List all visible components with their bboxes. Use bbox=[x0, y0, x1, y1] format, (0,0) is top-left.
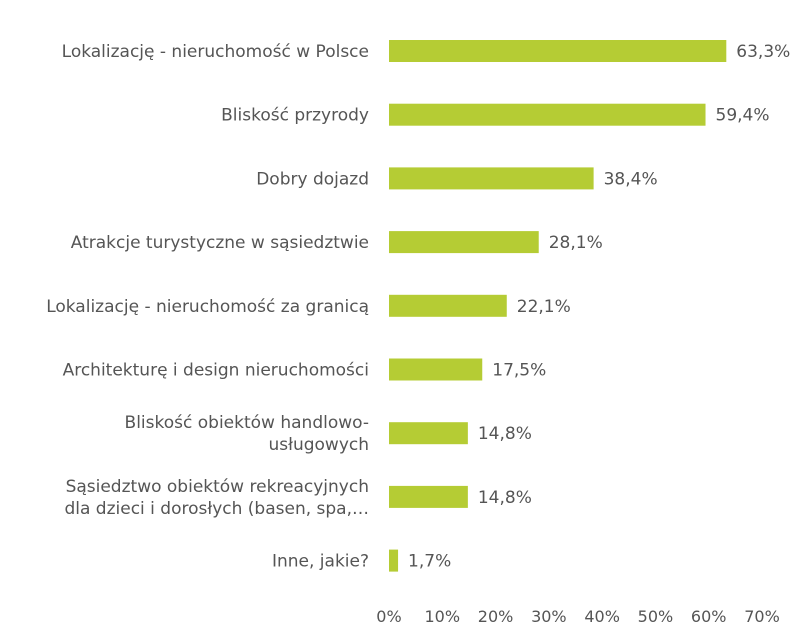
value-label: 28,1% bbox=[549, 233, 603, 253]
value-label: 1,7% bbox=[408, 552, 451, 572]
x-axis-tick-labels-group: 0% 10% 20% 30% 40% 50% 60% 70% bbox=[376, 607, 779, 626]
x-tick-label: 60% bbox=[691, 607, 727, 626]
bar bbox=[389, 485, 468, 508]
category-label: Architekturę i design nieruchomości bbox=[63, 361, 369, 381]
bar bbox=[389, 103, 706, 126]
value-label: 38,4% bbox=[604, 169, 658, 189]
x-tick-label: 30% bbox=[531, 607, 567, 626]
x-tick-label: 10% bbox=[425, 607, 461, 626]
bars-group bbox=[389, 40, 727, 572]
bar bbox=[389, 294, 507, 317]
bar bbox=[389, 167, 594, 190]
bar bbox=[389, 549, 399, 572]
category-label: Bliskość przyrody bbox=[221, 106, 369, 126]
x-tick-label: 0% bbox=[376, 607, 401, 626]
bar bbox=[389, 231, 539, 254]
value-label: 14,8% bbox=[478, 424, 532, 444]
category-label: Sąsiedztwo obiektów rekreacyjnych dla dzi… bbox=[64, 477, 369, 519]
x-tick-label: 40% bbox=[584, 607, 620, 626]
category-label: Dobry dojazd bbox=[256, 169, 369, 189]
category-label: Atrakcje turystyczne w sąsiedztwie bbox=[71, 233, 369, 253]
value-label: 59,4% bbox=[716, 106, 770, 126]
value-label: 22,1% bbox=[517, 297, 571, 317]
bar bbox=[389, 422, 468, 445]
x-tick-label: 50% bbox=[638, 607, 674, 626]
category-label: Bliskość obiektów handlowo-usługowych bbox=[125, 413, 369, 455]
category-labels-group: Lokalizację - nieruchomość w Polsce Blisk… bbox=[46, 42, 369, 572]
x-tick-label: 20% bbox=[478, 607, 514, 626]
value-label: 17,5% bbox=[492, 361, 546, 381]
x-tick-label: 70% bbox=[744, 607, 780, 626]
category-label: Lokalizację - nieruchomość w Polsce bbox=[62, 42, 369, 62]
category-label: Inne, jakie? bbox=[272, 552, 369, 572]
value-label: 63,3% bbox=[736, 42, 790, 62]
value-labels-group: 63,3% 59,4% 38,4% 28,1% 22,1% 17,5% 14,8% 14,8%… bbox=[408, 42, 790, 572]
bar bbox=[389, 40, 727, 62]
bar bbox=[389, 358, 483, 381]
value-label: 14,8% bbox=[478, 488, 532, 508]
category-label: Lokalizację - nieruchomość za granicą bbox=[46, 297, 369, 317]
